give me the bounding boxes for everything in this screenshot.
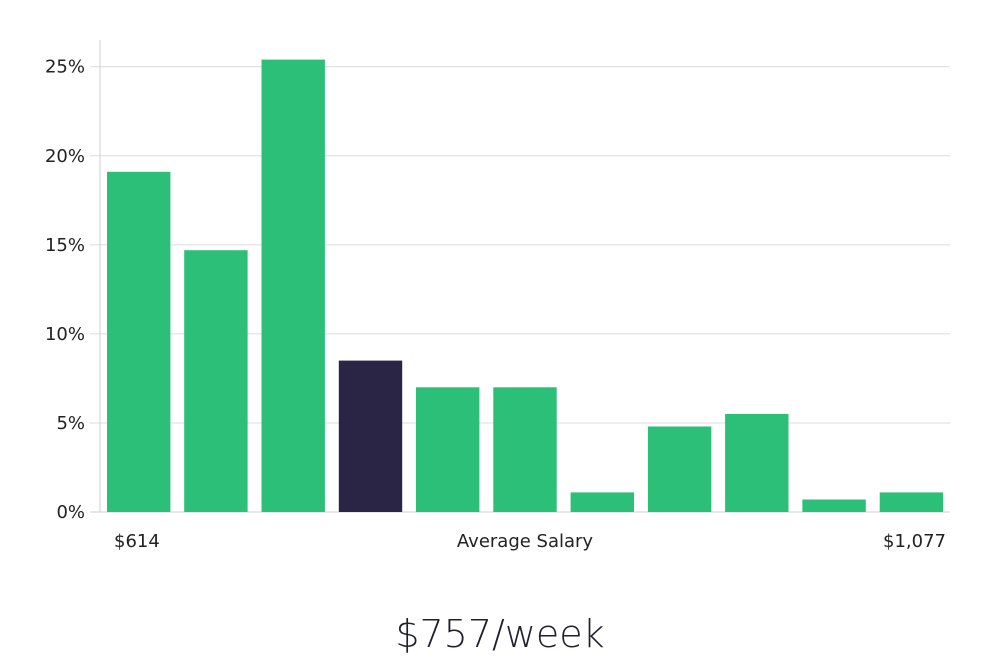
histogram-chart: 0% 5% 10% 15% 20% 25% $614 Average Salary $1,… bbox=[45, 40, 950, 552]
y-tick-label: 25% bbox=[45, 57, 85, 78]
y-tick-label: 5% bbox=[56, 413, 85, 434]
bar bbox=[416, 387, 480, 512]
bar bbox=[493, 387, 557, 512]
bar bbox=[261, 59, 325, 512]
bars bbox=[107, 59, 944, 513]
y-axis-ticks: 0% 5% 10% 15% 20% 25% bbox=[45, 57, 85, 523]
bar bbox=[879, 492, 944, 512]
x-axis-title: Average Salary bbox=[457, 531, 594, 552]
y-tick-label: 0% bbox=[56, 502, 85, 523]
bar-highlighted bbox=[338, 360, 403, 512]
bar bbox=[802, 499, 866, 512]
x-min-label: $614 bbox=[114, 531, 160, 552]
y-tick-label: 15% bbox=[45, 235, 85, 256]
y-tick-label: 10% bbox=[45, 324, 85, 345]
bar bbox=[570, 492, 634, 512]
x-max-label: $1,077 bbox=[883, 531, 946, 552]
y-tick-label: 20% bbox=[45, 146, 85, 167]
bar bbox=[107, 171, 171, 513]
bar bbox=[184, 250, 248, 512]
bar bbox=[647, 426, 712, 512]
average-salary-value: $757/week bbox=[395, 612, 605, 656]
bar bbox=[725, 414, 789, 512]
